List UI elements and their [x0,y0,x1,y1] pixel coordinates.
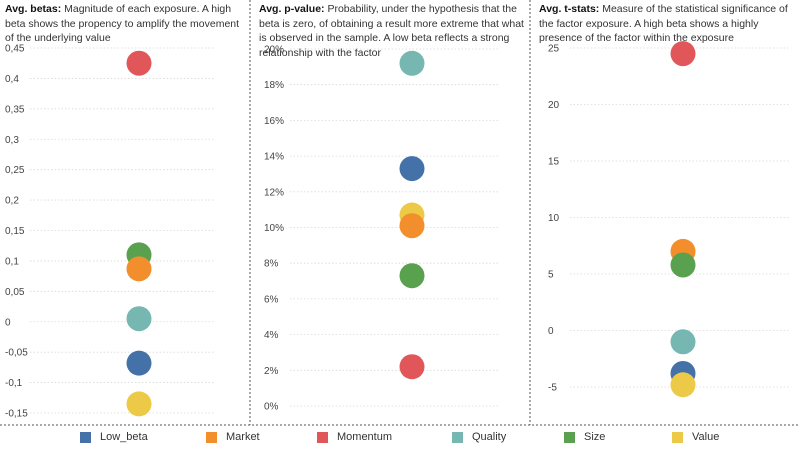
legend-item-size: Size [564,431,605,443]
legend-label: Market [226,431,260,443]
y-tick-label: 0,05 [5,287,25,298]
y-tick-label: 14% [264,152,284,163]
legend-item-momentum: Momentum [317,431,392,443]
data-point-value [126,391,152,417]
y-tick-label: 0 [5,317,11,328]
legend-swatch-low-beta [80,431,91,443]
y-tick-label: 20 [548,100,560,111]
y-tick-label: 12% [264,187,284,198]
legend-item-market: Market [206,431,260,443]
legend-label: Quality [472,431,507,443]
legend-label: Value [692,431,720,443]
y-tick-label: 16% [264,116,284,127]
panel-1-subtitle: Magnitude of each exposure. A high beta … [5,3,240,44]
y-tick-label: 25 [548,44,560,55]
data-point-size [670,252,696,278]
data-point-low-beta [399,156,425,182]
legend-label: Momentum [337,431,393,443]
legend-swatch-quality [452,431,463,443]
panel-1-description: Avg. betas: Magnitude of each exposure. … [5,2,245,46]
legend-item-low-beta: Low_beta [80,431,148,443]
panel-3-subtitle: Measure of the statistical significance … [539,3,788,44]
y-tick-label: -0,05 [5,348,28,359]
y-tick-label: 0,1 [5,256,19,267]
legend-swatch-size [564,431,575,443]
panel-3-description: Avg. t-stats: Measure of the statistical… [539,2,794,46]
data-point-quality [126,306,152,332]
y-tick-label: 15 [548,157,560,168]
y-tick-label: 0% [264,402,279,413]
legend-item-value: Value [672,431,719,443]
y-tick-label: 0,15 [5,226,25,237]
legend-label: Size [584,431,606,443]
y-tick-label: 0,2 [5,196,19,207]
data-point-momentum [399,354,425,380]
legend-swatch-momentum [317,431,328,443]
y-tick-label: 6% [264,294,279,305]
y-tick-label: 4% [264,330,279,341]
legend-item-quality: Quality [452,431,506,443]
y-tick-label: 0,3 [5,135,19,146]
data-point-size [399,263,425,289]
y-tick-label: -5 [548,383,557,394]
y-tick-label: 8% [264,259,279,270]
data-point-low-beta [126,350,152,376]
y-tick-label: -0,15 [5,409,28,420]
panel-3-title: Avg. t-stats: [539,3,600,15]
panel-2-title: Avg. p-value: [259,3,325,15]
data-point-quality [399,50,425,76]
panel-1-title: Avg. betas: [5,3,62,15]
y-tick-label: -0,1 [5,378,23,389]
data-point-market [126,256,152,282]
panel-2-subtitle: Probability, under the hypothesis that t… [259,3,524,59]
y-tick-label: 0 [548,326,554,337]
y-tick-label: 0,35 [5,104,25,115]
data-point-momentum [126,50,152,76]
y-tick-label: 0,25 [5,165,25,176]
y-tick-label: 20% [264,45,284,56]
y-tick-label: 18% [264,80,284,91]
data-point-value [670,372,696,398]
y-tick-label: 2% [264,366,279,377]
y-tick-label: 5 [548,270,554,281]
legend-swatch-value [672,431,683,443]
y-tick-label: 10% [264,223,284,234]
legend-swatch-market [206,431,217,443]
legend-label: Low_beta [100,431,148,443]
panel-2-description: Avg. p-value: Probability, under the hyp… [259,2,524,60]
data-point-market [399,213,425,239]
data-point-momentum [670,41,696,67]
data-point-quality [670,329,696,355]
y-tick-label: 0,45 [5,44,25,55]
y-tick-label: 0,4 [5,74,19,85]
legend: Low_beta Market Momentum Quality Size Va… [0,428,800,448]
y-tick-label: 10 [548,213,560,224]
